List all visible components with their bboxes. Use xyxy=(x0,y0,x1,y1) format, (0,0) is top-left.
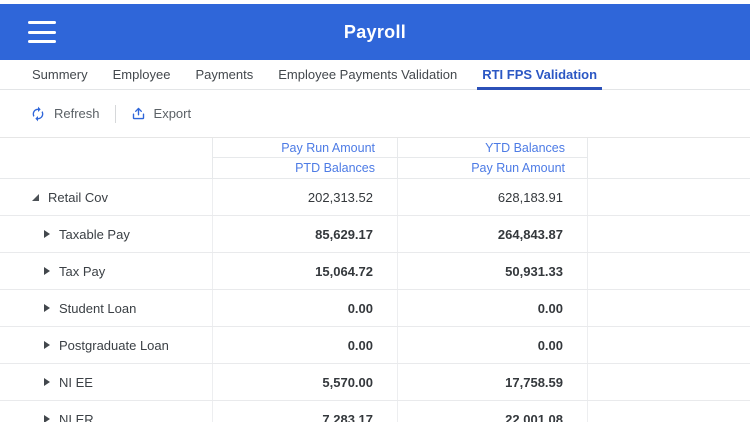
ytd-value-cell: 0.00 xyxy=(398,327,588,363)
tab-employee[interactable]: Employee xyxy=(112,67,171,82)
row-label-cell: NI EE xyxy=(0,364,213,400)
empty-cell xyxy=(588,253,750,289)
app-bar: Payroll xyxy=(0,4,750,60)
row-label: Retail Cov xyxy=(48,189,108,205)
column-header-label: Pay Run Amount xyxy=(471,161,565,175)
ytd-value-cell: 22,001.08 xyxy=(398,401,588,422)
row-label: Tax Pay xyxy=(59,263,106,279)
empty-cell xyxy=(588,364,750,400)
hamburger-bar xyxy=(28,30,56,34)
grid-header-empty-cell xyxy=(0,138,213,178)
ytd-value-cell: 17,758.59 xyxy=(398,364,588,400)
empty-cell xyxy=(588,179,750,215)
ptd-value-cell: 0.00 xyxy=(213,290,398,326)
ptd-value-cell: 5,570.00 xyxy=(213,364,398,400)
toolbar-divider xyxy=(114,104,116,123)
column-header-label: YTD Balances xyxy=(398,138,587,158)
expand-icon[interactable] xyxy=(44,378,50,386)
table-row-postgraduate-loan[interactable]: Postgraduate Loan 0.00 0.00 xyxy=(0,327,750,364)
ptd-value-cell: 0.00 xyxy=(213,327,398,363)
hamburger-menu-icon[interactable] xyxy=(28,19,56,45)
tab-employee-payments-validation[interactable]: Employee Payments Validation xyxy=(278,67,458,82)
refresh-button[interactable]: Refresh xyxy=(30,106,100,122)
row-label-cell: Retail Cov xyxy=(0,179,213,215)
column-header-ptd: Pay Run Amount PTD Balances xyxy=(213,138,398,178)
ptd-value-cell: 7,283.17 xyxy=(213,401,398,422)
empty-cell xyxy=(588,290,750,326)
row-label-cell: Student Loan xyxy=(0,290,213,326)
grid-header-empty-cell xyxy=(588,138,750,178)
column-header-label: Pay Run Amount xyxy=(213,138,397,158)
expand-icon[interactable] xyxy=(44,341,50,349)
table-row-tax-pay[interactable]: Tax Pay 15,064.72 50,931.33 xyxy=(0,253,750,290)
row-label-cell: Tax Pay xyxy=(0,253,213,289)
empty-cell xyxy=(588,401,750,422)
row-label: NI ER xyxy=(59,411,94,422)
column-header-ytd: YTD Balances Pay Run Amount xyxy=(398,138,588,178)
table-row-taxable-pay[interactable]: Taxable Pay 85,629.17 264,843.87 xyxy=(0,216,750,253)
table-row-retail-cov[interactable]: Retail Cov 202,313.52 628,183.91 xyxy=(0,179,750,216)
refresh-icon xyxy=(30,106,46,122)
empty-cell xyxy=(588,216,750,252)
tab-summery[interactable]: Summery xyxy=(32,67,88,82)
toolbar: Refresh Export xyxy=(0,90,750,138)
hamburger-bar xyxy=(28,21,56,24)
page-title: Payroll xyxy=(343,21,407,42)
tab-payments[interactable]: Payments xyxy=(195,67,254,82)
ytd-value-cell: 50,931.33 xyxy=(398,253,588,289)
column-header-label: PTD Balances xyxy=(295,161,375,175)
ytd-value-cell: 628,183.91 xyxy=(398,179,588,215)
validation-grid: Pay Run Amount PTD Balances YTD Balances… xyxy=(0,138,750,422)
tab-rti-fps-validation[interactable]: RTI FPS Validation xyxy=(477,60,602,90)
expand-icon[interactable] xyxy=(44,267,50,275)
expand-icon[interactable] xyxy=(44,230,50,238)
ptd-value-cell: 85,629.17 xyxy=(213,216,398,252)
row-label: NI EE xyxy=(59,374,93,390)
row-label-cell: Postgraduate Loan xyxy=(0,327,213,363)
collapse-icon[interactable] xyxy=(32,193,39,201)
empty-cell xyxy=(588,327,750,363)
row-label: Taxable Pay xyxy=(59,226,130,242)
row-label: Postgraduate Loan xyxy=(59,337,169,353)
ptd-value-cell: 15,064.72 xyxy=(213,253,398,289)
expand-icon[interactable] xyxy=(44,415,50,422)
row-label: Student Loan xyxy=(59,300,137,316)
ytd-value-cell: 0.00 xyxy=(398,290,588,326)
expand-icon[interactable] xyxy=(44,304,50,312)
export-label: Export xyxy=(153,106,192,121)
export-button[interactable]: Export xyxy=(131,106,192,121)
export-icon xyxy=(131,106,146,121)
row-label-cell: NI ER xyxy=(0,401,213,422)
refresh-label: Refresh xyxy=(54,106,100,121)
table-row-ni-ee[interactable]: NI EE 5,570.00 17,758.59 xyxy=(0,364,750,401)
hamburger-bar xyxy=(28,40,56,43)
table-row-ni-er[interactable]: NI ER 7,283.17 22,001.08 xyxy=(0,401,750,422)
row-label-cell: Taxable Pay xyxy=(0,216,213,252)
ytd-value-cell: 264,843.87 xyxy=(398,216,588,252)
ptd-value-cell: 202,313.52 xyxy=(213,179,398,215)
grid-header: Pay Run Amount PTD Balances YTD Balances… xyxy=(0,138,750,179)
table-row-student-loan[interactable]: Student Loan 0.00 0.00 xyxy=(0,290,750,327)
tab-bar: Summery Employee Payments Employee Payme… xyxy=(0,60,750,90)
